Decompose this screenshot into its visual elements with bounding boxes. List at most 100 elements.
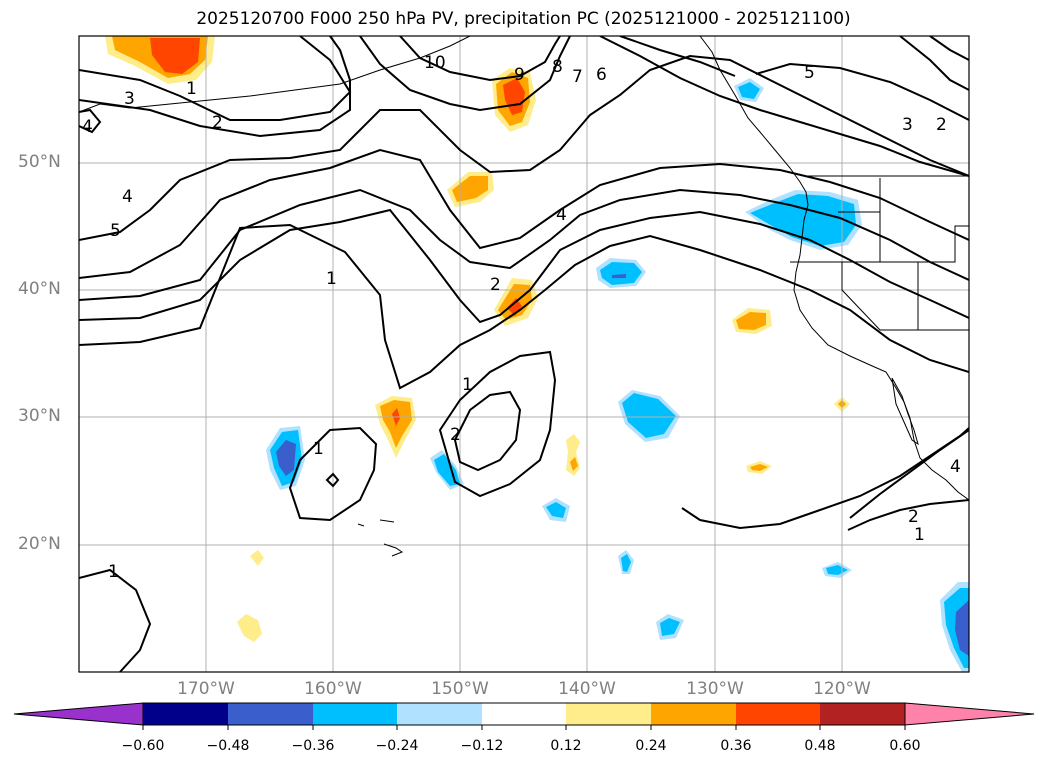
- contour-label: 9: [514, 65, 525, 85]
- pv-contour-2-main: [79, 208, 969, 324]
- colorbar-tick-label: 0.48: [804, 738, 836, 754]
- map-background: [79, 36, 969, 672]
- lat-label-30n: 30°N: [18, 406, 61, 426]
- colorbar-segments: [143, 703, 905, 725]
- colorbar-tick-label: −0.12: [460, 738, 504, 754]
- precip-neg-31n-mid: [622, 393, 676, 438]
- colorbar-seg-2: [228, 703, 313, 725]
- colorbar-seg-9: [820, 703, 905, 725]
- colorbar-seg-3: [313, 703, 397, 725]
- lat-label-20n: 20°N: [18, 534, 61, 554]
- colorbar-tick-label: 0.36: [720, 738, 752, 754]
- colorbar-seg-5: [482, 703, 566, 725]
- precip-blob-small-4: [250, 550, 264, 566]
- contour-label: 3: [902, 115, 913, 135]
- pv-contours: [79, 36, 969, 672]
- precip-neg-57n-mid: [738, 82, 760, 99]
- contour-label: 1: [462, 375, 473, 395]
- precip-neg-41n-mid: [600, 262, 642, 285]
- colorbar-tick-label: −0.60: [121, 738, 165, 754]
- colorbar: [13, 702, 1035, 730]
- contour-label: 8: [552, 57, 563, 77]
- contour-label: 6: [596, 65, 607, 85]
- lon-label-160w: 160°W: [304, 679, 362, 699]
- pv-contour-east-2: [847, 499, 969, 531]
- coastline-north-america: [699, 36, 969, 501]
- colorbar-extend-low: [13, 702, 144, 726]
- lat-label-50n: 50°N: [18, 152, 61, 172]
- lon-label-130w: 130°W: [686, 679, 744, 699]
- lon-label-120w: 120°W: [813, 679, 871, 699]
- colorbar-seg-6: [566, 703, 651, 725]
- pv-contour-sw: [79, 568, 152, 672]
- contour-label: 1: [326, 269, 337, 289]
- coastline-baja: [891, 377, 919, 446]
- contour-label: 1: [313, 439, 324, 459]
- colorbar-tick-label: −0.36: [291, 738, 335, 754]
- contour-label: 4: [950, 457, 961, 477]
- pv-contour-low-2: [438, 350, 557, 498]
- precip-blob-small-2-mid: [750, 464, 768, 471]
- pv-contour-1-main: [79, 223, 969, 390]
- contour-label: 2: [908, 507, 919, 527]
- contour-label: 7: [572, 67, 583, 87]
- colorbar-tick-label: 0.12: [550, 738, 582, 754]
- pv-contour-east-3: [849, 429, 969, 519]
- pv-contour-north-3: [359, 36, 571, 112]
- precip-neg-se-core: [955, 600, 969, 656]
- contour-label: 5: [110, 221, 121, 241]
- pv-contour-north-5: [599, 36, 969, 177]
- map-panel[interactable]: 3 2 1 4 5 4 1 10 9 8 7 6 4 2 1 2 1 5 3 2…: [79, 36, 969, 672]
- coastline-islands: [357, 519, 404, 557]
- pv-contour-ne-ring-2: [899, 36, 969, 91]
- colorbar-frame: [142, 702, 906, 726]
- map-frame: [78, 35, 970, 673]
- precip-blob-small-5: [237, 614, 262, 642]
- lat-label-40n: 40°N: [18, 279, 61, 299]
- precip-neg-41n-core: [612, 274, 626, 278]
- pv-contour-5-main: [79, 54, 969, 241]
- colorbar-tick-label: 0.24: [635, 738, 667, 754]
- border-states-5: [841, 262, 918, 331]
- colorbar-seg-8: [736, 703, 820, 725]
- lon-label-170w: 170°W: [177, 679, 235, 699]
- pv-contour-low-1: [288, 426, 378, 522]
- colorbar-tick-marks: [142, 725, 906, 730]
- contour-label: 5: [804, 63, 815, 83]
- contour-label: 4: [122, 187, 133, 207]
- contour-label: 1: [914, 525, 925, 545]
- pv-contour-north-2: [79, 36, 351, 138]
- colorbar-tick-label: 0.60: [889, 738, 921, 754]
- pv-contour-nw-small: [79, 108, 102, 134]
- pv-contour-north-1: [79, 36, 352, 121]
- gridlines: [79, 36, 969, 672]
- contour-label: 2: [212, 113, 223, 133]
- precip-blob-40n-core: [507, 298, 522, 316]
- colorbar-seg-1: [143, 703, 228, 725]
- contour-label: 2: [490, 275, 501, 295]
- contour-label: 3: [124, 89, 135, 109]
- contour-label: 2: [936, 115, 947, 135]
- precip-neg-23n-mid: [546, 502, 566, 518]
- colorbar-tick-label: −0.48: [206, 738, 250, 754]
- contour-label: 4: [556, 205, 567, 225]
- precip-neg-165w-core: [276, 440, 296, 476]
- pv-contour-ne-ring-3: [929, 36, 969, 61]
- map-title: 2025120700 F000 250 hPa PV, precipitatio…: [196, 9, 851, 29]
- precip-neg-19n-mid: [621, 554, 631, 572]
- pv-contour-low-2-inner: [453, 390, 522, 472]
- contour-label: 1: [186, 79, 197, 99]
- contour-label: 2: [450, 425, 461, 445]
- colorbar-seg-4: [397, 703, 482, 725]
- colorbar-seg-7: [651, 703, 736, 725]
- precip-blob-48n-mid: [452, 176, 488, 202]
- pv-contour-labels: 3 2 1 4 5 4 1 10 9 8 7 6 4 2 1 2 1 5 3 2…: [82, 53, 961, 582]
- colorbar-tick-label: −0.24: [375, 738, 419, 754]
- pv-contour-ne-ring: [755, 62, 969, 121]
- pv-contour-tiny: [325, 472, 340, 488]
- precip-neg-13n-mid: [660, 618, 680, 636]
- lon-label-140w: 140°W: [558, 679, 616, 699]
- pv-contour-3-main: [79, 188, 969, 301]
- precip-blob-nw-core: [150, 38, 200, 74]
